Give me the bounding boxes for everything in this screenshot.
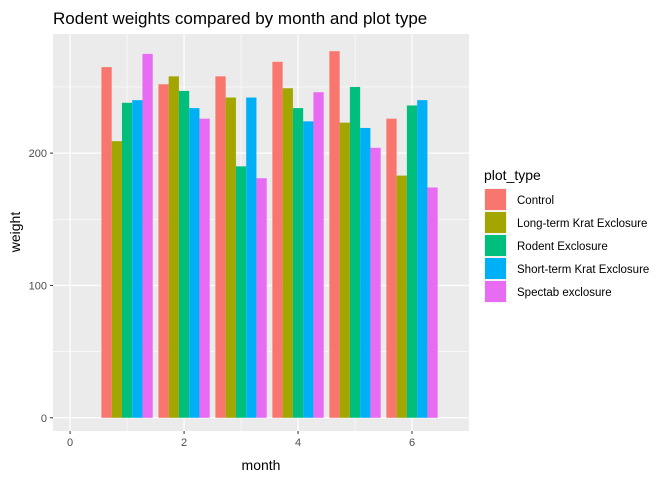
bar [111, 141, 122, 418]
legend: Control Long-term Krat Exclosure Rodent Ex… [484, 188, 649, 303]
bar [386, 118, 397, 418]
bar [189, 108, 200, 418]
bar [215, 76, 226, 418]
legend-label: Short-term Krat Exclosure [517, 264, 649, 276]
y-axis-title: weight [7, 212, 23, 254]
bar [370, 147, 381, 418]
legend-label: Control [517, 195, 554, 207]
x-tick-label: 2 [181, 437, 187, 449]
bar [246, 97, 257, 418]
bar [329, 51, 340, 418]
legend-swatch [485, 235, 506, 256]
y-tick-label: 200 [29, 148, 47, 160]
bar [303, 121, 314, 418]
bar [132, 100, 143, 418]
bar [256, 178, 267, 418]
bar [168, 76, 179, 418]
bar [142, 53, 153, 418]
y-tick-label: 0 [41, 413, 47, 425]
bar [235, 166, 247, 418]
bar [292, 108, 304, 418]
legend-label: Rodent Exclosure [517, 241, 608, 253]
bar [178, 90, 190, 418]
bar [158, 84, 169, 418]
legend-label: Spectab exclosure [517, 287, 612, 299]
y-tick-label: 100 [29, 280, 47, 292]
legend-swatch [485, 212, 506, 233]
bars [101, 51, 438, 418]
chart-title: Rodent weights compared by month and plo… [53, 9, 427, 28]
x-axis: 0 2 4 6 [67, 431, 415, 449]
x-tick-label: 0 [67, 437, 73, 449]
bar [101, 67, 112, 418]
bar [360, 127, 371, 418]
bar [396, 175, 407, 418]
bar [272, 61, 283, 418]
bar [199, 118, 210, 418]
bar [121, 102, 133, 418]
legend-swatch [485, 258, 506, 279]
legend-label: Long-term Krat Exclosure [517, 218, 647, 230]
x-tick-label: 6 [409, 437, 415, 449]
legend-title: plot_type [484, 167, 541, 183]
bar [406, 105, 418, 418]
bar [427, 187, 438, 418]
x-tick-label: 4 [295, 437, 301, 449]
legend-swatch [485, 281, 506, 302]
bar [313, 92, 324, 418]
y-axis: 0 100 200 [29, 148, 53, 425]
bar [417, 100, 428, 418]
x-axis-title: month [242, 457, 281, 473]
bar [339, 122, 350, 418]
bar [349, 86, 361, 418]
legend-swatch [485, 189, 506, 210]
bar [225, 97, 236, 418]
bar [282, 88, 293, 418]
